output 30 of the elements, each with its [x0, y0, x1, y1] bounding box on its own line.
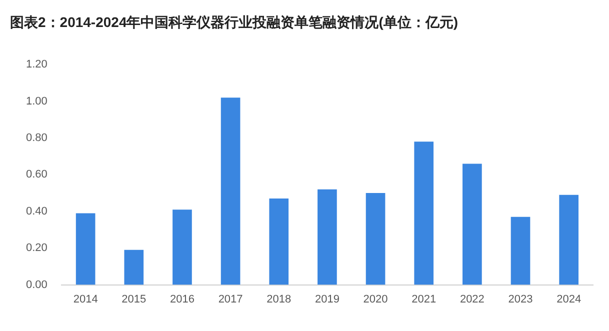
y-tick-label: 0.60 [26, 168, 48, 181]
y-tick-label: 0.40 [26, 205, 48, 218]
x-tick-label: 2023 [508, 293, 533, 306]
y-tick-label: 0.20 [26, 242, 48, 254]
y-tick-label: 1.20 [26, 58, 48, 71]
x-tick-label: 2015 [122, 293, 146, 306]
bar [414, 142, 434, 285]
x-tick-label: 2017 [218, 293, 243, 306]
bar [559, 194, 578, 285]
x-tick-label: 2024 [556, 293, 582, 306]
x-tick-label: 2018 [266, 293, 292, 306]
bar [124, 250, 144, 285]
x-tick-label: 2021 [412, 293, 436, 306]
bar [220, 98, 240, 285]
x-tick-label: 2016 [170, 293, 194, 306]
bar [510, 216, 530, 285]
bar [462, 164, 482, 285]
bar [366, 193, 386, 285]
x-tick-label: 2019 [314, 293, 340, 306]
bar [172, 210, 192, 285]
y-tick-label: 1.00 [26, 95, 48, 108]
bar [269, 198, 289, 285]
x-tick-label: 2014 [73, 293, 98, 306]
x-tick-label: 2022 [460, 293, 484, 306]
bar [76, 213, 96, 285]
y-tick-label: 0.80 [26, 132, 48, 144]
y-tick-label: 0.00 [26, 278, 48, 291]
chart-title: 图表2：2014-2024年中国科学仪器行业投融资单笔融资情况(单位：亿元) [9, 13, 460, 32]
bar [318, 189, 337, 285]
x-tick-label: 2020 [363, 293, 388, 306]
